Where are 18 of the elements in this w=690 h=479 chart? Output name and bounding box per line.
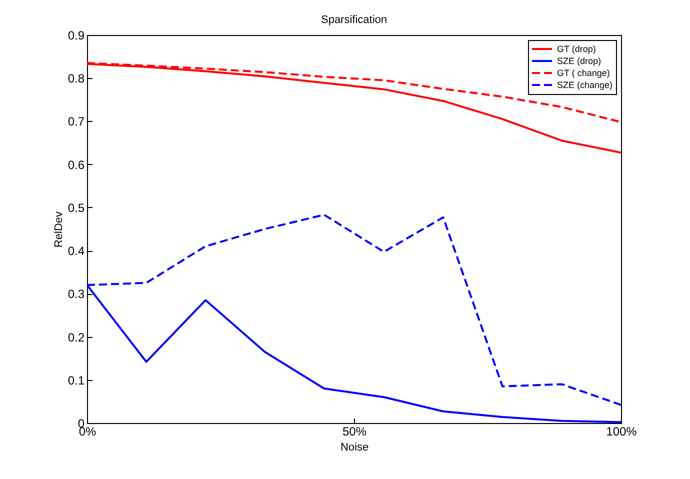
y-axis-title: RelDev xyxy=(52,210,65,248)
x-tick-label: 50% xyxy=(342,424,367,438)
legend-label: GT ( change) xyxy=(557,68,610,78)
chart-title: Sparsification xyxy=(320,14,388,26)
legend-label: SZE (drop) xyxy=(557,56,602,66)
y-tick-label: 0.8 xyxy=(68,72,85,86)
y-tick-label: 0.5 xyxy=(68,200,85,215)
y-tick-label: 0.2 xyxy=(68,330,85,344)
y-tick-label: 0.3 xyxy=(68,287,85,302)
y-tick-label: 0.4 xyxy=(68,244,85,258)
x-axis-title: Noise xyxy=(340,442,369,454)
legend-label: SZE (change) xyxy=(557,80,613,90)
y-tick-label: 0.7 xyxy=(68,114,85,129)
legend-label: GT (drop) xyxy=(557,44,596,54)
y-tick-label: 0.9 xyxy=(68,28,85,42)
y-tick-label: 0.6 xyxy=(68,158,85,172)
y-tick-label: 0.1 xyxy=(68,373,85,388)
x-tick-label: 100% xyxy=(606,424,638,438)
